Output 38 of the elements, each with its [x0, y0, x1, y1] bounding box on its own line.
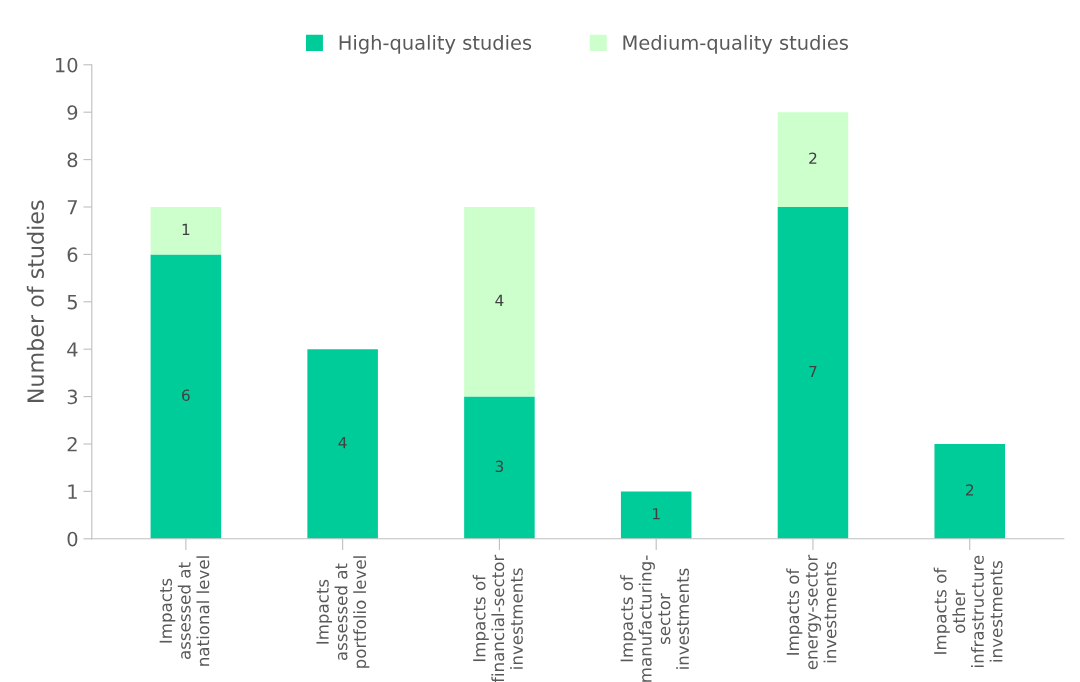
y-axis-title: Number of studies — [26, 200, 44, 402]
data-label: 2 — [965, 484, 974, 496]
data-label: 3 — [495, 460, 504, 473]
bar — [777, 112, 849, 207]
bar — [464, 206, 535, 397]
data-label: 2 — [809, 152, 817, 164]
bar — [150, 254, 222, 539]
data-label: 6 — [182, 389, 190, 402]
x-tick-label: Impacts of energy-sector investments — [786, 554, 837, 670]
x-tick-label: Impacts of manufacturing- sector investments — [620, 555, 690, 682]
bar — [307, 349, 378, 539]
y-tick-label: 4 — [67, 342, 78, 357]
y-tick-label: 8 — [67, 152, 78, 168]
x-tick-label: Impacts of other infrastructure investments — [933, 555, 1003, 667]
data-label: 1 — [182, 223, 190, 235]
y-tick-label: 0 — [67, 531, 78, 547]
data-label: 4 — [495, 294, 504, 306]
x-tick-label: Impacts assessed at national level — [159, 556, 210, 666]
bar — [464, 396, 535, 539]
data-label: 1 — [653, 508, 660, 520]
y-tick-label: 10 — [56, 57, 78, 73]
x-tick-label: Impacts assessed at portfolio level — [316, 556, 370, 668]
bar — [777, 206, 849, 539]
legend-label: High-quality studies — [339, 34, 532, 54]
y-tick-label: 7 — [67, 200, 77, 215]
data-label: 4 — [338, 437, 347, 449]
y-tick-label: 5 — [67, 295, 77, 310]
bar — [934, 443, 1006, 539]
bar — [150, 206, 222, 255]
legend-label: Medium-quality studies — [623, 34, 848, 54]
x-tick-label: Impacts of financial-sector investments — [472, 554, 523, 682]
y-tick-label: 3 — [67, 389, 78, 405]
y-tick-label: 6 — [67, 247, 78, 263]
y-tick-label: 1 — [68, 484, 77, 499]
y-tick-label: 2 — [67, 436, 77, 452]
data-label: 7 — [809, 365, 817, 378]
y-tick-label: 9 — [67, 105, 78, 120]
bar — [620, 491, 692, 539]
